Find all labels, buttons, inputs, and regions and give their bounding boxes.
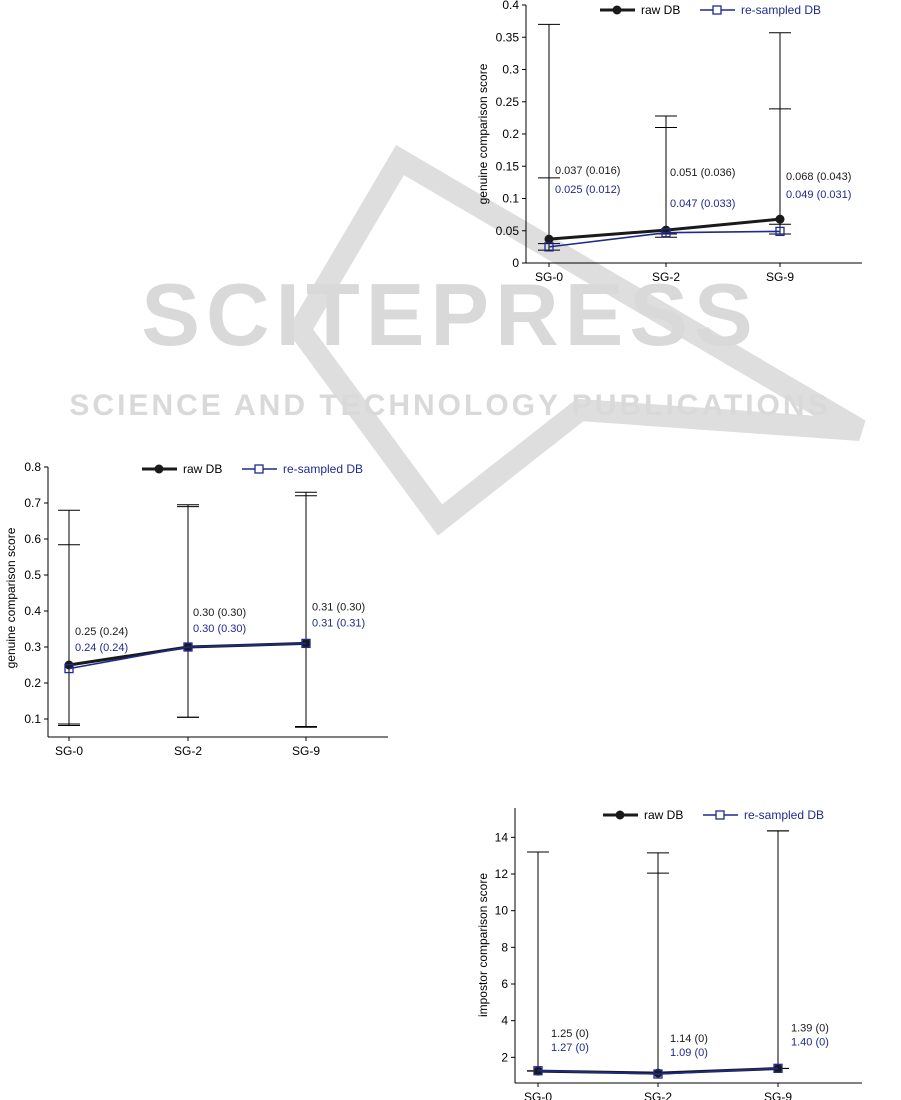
- data-point-resampled: [64, 663, 74, 674]
- data-label-raw: 0.31 (0.30): [312, 601, 365, 613]
- y-tick-label: 0.3: [502, 63, 519, 77]
- data-point-resampled: [775, 226, 785, 237]
- legend-label-resampled: re-sampled DB: [744, 808, 824, 822]
- data-label-resampled: 1.09 (0): [670, 1047, 708, 1059]
- data-label-raw: 0.068 (0.043): [786, 171, 851, 183]
- data-label-resampled: 0.30 (0.30): [193, 623, 246, 635]
- data-point-resampled: [183, 642, 193, 652]
- data-label-raw: 1.14 (0): [670, 1033, 708, 1045]
- x-tick-label: SG-2: [652, 270, 680, 284]
- data-point-raw: [775, 214, 785, 224]
- series-line-resampled: [537, 1067, 779, 1075]
- data-label-resampled: 0.025 (0.012): [555, 184, 620, 196]
- y-axis-label: genuine comparison score: [476, 63, 490, 204]
- legend-label-resampled: re-sampled DB: [741, 3, 821, 17]
- y-tick-label: 0.3: [24, 640, 41, 654]
- y-tick-label: 0.7: [24, 496, 41, 510]
- y-tick-label: 0.2: [502, 127, 519, 141]
- y-tick-label: 14: [495, 830, 509, 844]
- data-label-resampled: 0.31 (0.31): [312, 617, 365, 629]
- data-label-resampled: 1.27 (0): [551, 1042, 589, 1054]
- data-label-raw: 1.25 (0): [551, 1028, 589, 1040]
- y-tick-label: 12: [495, 867, 509, 881]
- data-point-raw: [653, 1068, 663, 1078]
- y-tick-label: 0.25: [496, 95, 520, 109]
- y-tick-label: 0.15: [496, 159, 520, 173]
- y-tick-label: 0: [512, 256, 519, 270]
- legend-label-raw: raw DB: [641, 3, 680, 17]
- y-axis-label: genuine comparison score: [4, 527, 18, 668]
- legend-label-raw: raw DB: [644, 808, 683, 822]
- watermark-subtitle: SCIENCE AND TECHNOLOGY PUBLICATIONS: [69, 389, 830, 422]
- y-tick-label: 10: [495, 904, 509, 918]
- y-tick-label: 8: [501, 940, 508, 954]
- x-tick-label: SG-9: [292, 744, 320, 758]
- data-label-resampled: 1.40 (0): [791, 1037, 829, 1049]
- y-tick-label: 0.4: [24, 604, 41, 618]
- legend-marker-raw: [615, 810, 625, 820]
- legend-marker-resampled: [715, 810, 725, 820]
- data-label-raw: 0.051 (0.036): [670, 167, 735, 179]
- data-point-resampled: [301, 638, 311, 649]
- legend-marker-resampled: [254, 464, 264, 474]
- data-point-raw: [544, 234, 554, 244]
- y-tick-label: 0.4: [502, 0, 519, 12]
- y-axis-label: impostor comparison score: [476, 873, 490, 1017]
- data-point-resampled: [661, 228, 671, 238]
- legend-label-resampled: re-sampled DB: [283, 462, 363, 476]
- y-tick-label: 2: [501, 1050, 508, 1064]
- y-tick-label: 0.8: [24, 460, 41, 474]
- y-tick-label: 0.2: [24, 676, 41, 690]
- data-label-raw: 0.30 (0.30): [193, 607, 246, 619]
- data-label-raw: 0.25 (0.24): [75, 626, 128, 638]
- legend-marker-raw: [612, 5, 622, 15]
- x-tick-label: SG-2: [644, 1090, 672, 1100]
- y-tick-label: 0.1: [502, 192, 519, 206]
- watermark-title: SCITEPRESS: [141, 265, 758, 364]
- x-tick-label: SG-0: [524, 1090, 552, 1100]
- x-tick-label: SG-0: [535, 270, 563, 284]
- y-tick-label: 0.6: [24, 532, 41, 546]
- data-point-resampled: [533, 1066, 543, 1076]
- watermark-logo-shape: [286, 144, 866, 536]
- x-tick-label: SG-9: [766, 270, 794, 284]
- series-line-resampled: [68, 642, 307, 670]
- data-point-resampled: [773, 1063, 783, 1073]
- y-tick-label: 0.1: [24, 712, 41, 726]
- x-tick-label: SG-0: [55, 744, 83, 758]
- data-label-resampled: 0.24 (0.24): [75, 642, 128, 654]
- data-point-resampled: [544, 242, 554, 252]
- y-tick-label: 6: [501, 977, 508, 991]
- x-tick-label: SG-9: [764, 1090, 792, 1100]
- data-label-raw: 1.39 (0): [791, 1023, 829, 1035]
- data-point-resampled: [653, 1069, 663, 1079]
- legend-label-raw: raw DB: [183, 462, 222, 476]
- series-line-resampled: [548, 230, 781, 248]
- data-label-resampled: 0.047 (0.033): [670, 198, 735, 210]
- y-tick-label: 4: [501, 1014, 508, 1028]
- legend-marker-resampled: [712, 5, 722, 15]
- y-tick-label: 0.5: [24, 568, 41, 582]
- data-label-raw: 0.037 (0.016): [555, 165, 620, 177]
- x-tick-label: SG-2: [174, 744, 202, 758]
- y-tick-label: 0.05: [496, 224, 520, 238]
- data-label-resampled: 0.049 (0.031): [786, 189, 851, 201]
- y-tick-label: 0.35: [496, 30, 520, 44]
- legend-marker-raw: [154, 464, 164, 474]
